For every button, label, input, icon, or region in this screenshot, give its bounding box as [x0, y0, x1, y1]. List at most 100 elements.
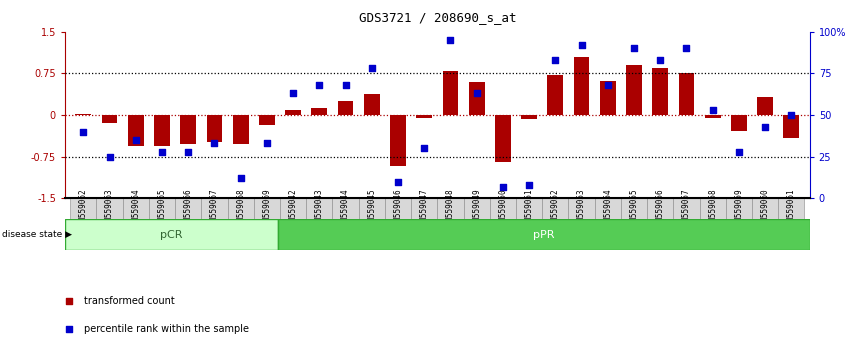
Text: GSM559044: GSM559044 [341, 188, 350, 230]
Text: GSM559060: GSM559060 [760, 188, 770, 230]
Point [365, 65, 378, 71]
Point [391, 179, 405, 184]
FancyBboxPatch shape [411, 198, 437, 219]
Text: GSM559043: GSM559043 [315, 188, 324, 230]
Text: GSM559062: GSM559062 [79, 188, 87, 230]
Bar [679, 74, 695, 115]
Point [601, 82, 615, 88]
Point [653, 57, 667, 63]
Text: GSM559057: GSM559057 [682, 188, 691, 230]
Bar [573, 57, 590, 115]
Text: GSM559048: GSM559048 [446, 188, 455, 230]
FancyBboxPatch shape [201, 198, 228, 219]
Text: GSM559066: GSM559066 [184, 188, 193, 230]
Text: GSM559067: GSM559067 [210, 188, 219, 230]
Point [417, 145, 431, 151]
FancyBboxPatch shape [752, 198, 779, 219]
Text: GSM559051: GSM559051 [525, 188, 533, 230]
Bar [233, 115, 249, 144]
FancyBboxPatch shape [228, 198, 254, 219]
FancyBboxPatch shape [254, 198, 280, 219]
Bar [784, 115, 799, 138]
Text: GSM559069: GSM559069 [262, 188, 271, 230]
FancyBboxPatch shape [463, 198, 490, 219]
Text: GSM559052: GSM559052 [551, 188, 559, 230]
Bar [547, 75, 563, 115]
FancyBboxPatch shape [516, 198, 542, 219]
Text: pPR: pPR [533, 229, 554, 240]
Text: GSM559061: GSM559061 [787, 188, 796, 230]
Bar [180, 115, 196, 144]
Bar [443, 71, 458, 115]
Point [680, 46, 694, 51]
Point [785, 112, 798, 118]
Point [313, 82, 326, 88]
Point [732, 149, 746, 154]
FancyBboxPatch shape [385, 198, 411, 219]
Bar [626, 65, 642, 115]
Text: GSM559045: GSM559045 [367, 188, 376, 230]
FancyBboxPatch shape [647, 198, 674, 219]
Bar [521, 115, 537, 120]
Point [548, 57, 562, 63]
Bar [128, 115, 144, 145]
Bar [75, 114, 91, 115]
Bar [338, 101, 353, 115]
Bar [364, 94, 379, 115]
FancyBboxPatch shape [280, 198, 307, 219]
Point [627, 46, 641, 51]
Bar [731, 115, 746, 131]
Text: GSM559068: GSM559068 [236, 188, 245, 230]
Text: GDS3721 / 208690_s_at: GDS3721 / 208690_s_at [359, 11, 516, 24]
Bar [207, 115, 223, 142]
Text: GSM559054: GSM559054 [604, 188, 612, 230]
Text: GSM559050: GSM559050 [499, 188, 507, 230]
Text: pCR: pCR [160, 229, 183, 240]
FancyBboxPatch shape [700, 198, 726, 219]
FancyBboxPatch shape [437, 198, 463, 219]
Text: GSM559046: GSM559046 [393, 188, 403, 230]
Point [759, 124, 772, 130]
FancyBboxPatch shape [359, 198, 385, 219]
FancyBboxPatch shape [175, 198, 201, 219]
Point [286, 91, 300, 96]
Bar [285, 109, 301, 115]
Point [522, 182, 536, 188]
Point [208, 141, 222, 146]
Point [181, 149, 195, 154]
Text: GSM559049: GSM559049 [472, 188, 481, 230]
Point [339, 82, 352, 88]
Text: disease state ▶: disease state ▶ [2, 230, 72, 239]
FancyBboxPatch shape [123, 198, 149, 219]
Bar [705, 115, 721, 118]
FancyBboxPatch shape [779, 198, 805, 219]
Point [234, 176, 248, 181]
Text: GSM559065: GSM559065 [158, 188, 166, 230]
Text: GSM559047: GSM559047 [420, 188, 429, 230]
FancyBboxPatch shape [96, 198, 123, 219]
Text: GSM559053: GSM559053 [577, 188, 586, 230]
FancyBboxPatch shape [726, 198, 752, 219]
Bar [417, 115, 432, 118]
FancyBboxPatch shape [568, 198, 595, 219]
Point [155, 149, 169, 154]
Text: GSM559055: GSM559055 [630, 188, 638, 230]
Point [313, 150, 327, 156]
Text: GSM559064: GSM559064 [132, 188, 140, 230]
Point [706, 107, 720, 113]
Bar [495, 115, 511, 162]
Point [102, 154, 116, 159]
Text: transformed count: transformed count [85, 296, 175, 306]
Point [260, 141, 274, 146]
Text: GSM559063: GSM559063 [105, 188, 114, 230]
Point [443, 38, 457, 43]
FancyBboxPatch shape [490, 198, 516, 219]
Bar [757, 97, 773, 115]
Bar [469, 82, 485, 115]
Text: GSM559056: GSM559056 [656, 188, 665, 230]
Bar [101, 115, 118, 124]
FancyBboxPatch shape [65, 219, 278, 250]
Point [496, 184, 510, 189]
Point [129, 137, 143, 143]
Point [575, 42, 589, 48]
